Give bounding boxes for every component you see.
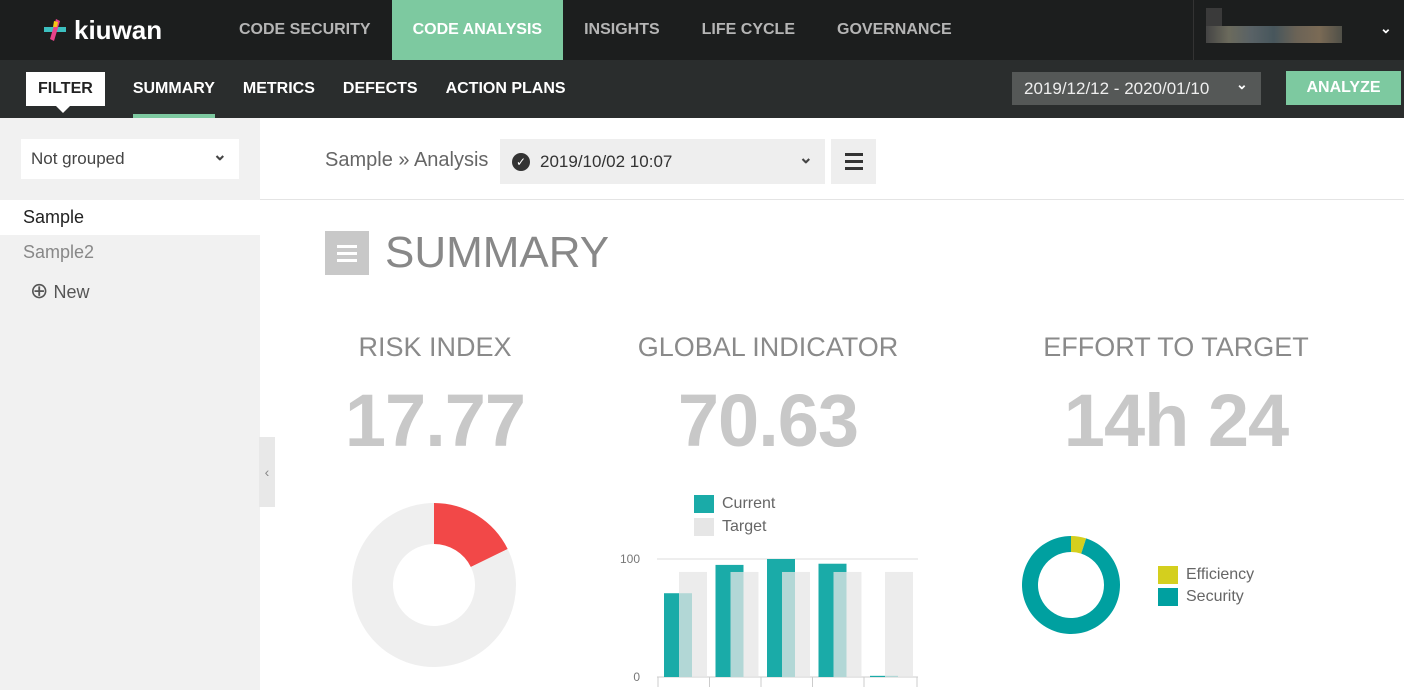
- subnav-tab-action-plans[interactable]: ACTION PLANS: [445, 80, 566, 97]
- chevron-down-icon: ⌄: [1380, 20, 1392, 36]
- legend-swatch: [1158, 566, 1178, 584]
- y-tick-label: 100: [620, 552, 640, 566]
- legend-swatch: [694, 495, 714, 513]
- risk-index-title: RISK INDEX: [358, 332, 512, 362]
- grouping-value: Not grouped: [31, 149, 125, 168]
- legend-swatch: [1158, 588, 1178, 606]
- page-title: SUMMARY: [385, 228, 610, 277]
- donut-slice: [352, 503, 516, 667]
- nav-tab-life-cycle[interactable]: LIFE CYCLE: [701, 21, 795, 38]
- donut-slice: [434, 503, 508, 568]
- donut-slice-efficiency: [1071, 536, 1087, 554]
- menu-button[interactable]: [831, 139, 876, 184]
- analysis-select-value: 2019/10/02 10:07: [540, 152, 673, 171]
- kiuwan-logo-icon: [44, 19, 66, 41]
- bar-target: [679, 571, 707, 677]
- effort-to-target-title: EFFORT TO TARGET: [1043, 332, 1309, 362]
- chevron-down-icon: ⌄: [212, 145, 227, 164]
- legend-security: Security: [1158, 588, 1244, 606]
- top-bar: kiuwan CODE SECURITY CODE ANALYSIS INSIGHT…: [0, 0, 1404, 60]
- check-circle-icon: ✓: [512, 153, 530, 171]
- bar-target: [833, 571, 862, 677]
- bar-current: [870, 675, 898, 677]
- chevron-down-icon: ⌄: [1236, 76, 1248, 92]
- nav-tab-insights[interactable]: INSIGHTS: [584, 21, 660, 38]
- user-name-blurred: [1206, 26, 1342, 43]
- global-indicator-value: 70.63: [677, 379, 859, 462]
- hamburger-icon: [845, 153, 863, 170]
- legend-efficiency: Efficiency: [1158, 566, 1254, 584]
- subnav-tab-defects[interactable]: DEFECTS: [342, 80, 418, 97]
- filter-button[interactable]: FILTER: [26, 72, 105, 113]
- effort-to-target-value: 14h 24: [1063, 379, 1289, 462]
- legend-current: Current: [694, 495, 775, 513]
- global-indicator-title: GLOBAL INDICATOR: [637, 332, 899, 362]
- donut-slice-security: [1022, 536, 1120, 634]
- legend-label: Efficiency: [1186, 566, 1255, 583]
- legend-label: Current: [722, 495, 776, 512]
- grouping-select[interactable]: Not grouped ⌄: [21, 139, 239, 179]
- legend-label: Security: [1186, 588, 1244, 605]
- sidebar-item-sample[interactable]: Sample: [0, 200, 260, 235]
- date-range-select[interactable]: 2019/12/12 - 2020/01/10 ⌄: [1012, 72, 1261, 105]
- legend-label: Target: [722, 518, 767, 535]
- analyze-button[interactable]: ANALYZE: [1286, 71, 1401, 105]
- divider: [260, 199, 1404, 200]
- chevron-left-icon: ‹: [264, 464, 270, 480]
- risk-index-value: 17.77: [344, 379, 526, 462]
- date-range-value: 2019/12/12 - 2020/01/10: [1024, 79, 1210, 98]
- bar-target: [730, 571, 759, 677]
- breadcrumb: Sample » Analysis: [325, 149, 489, 171]
- new-app-button[interactable]: ⊕ New: [0, 273, 260, 308]
- collapse-sidebar-button[interactable]: ‹: [259, 437, 275, 507]
- bar-target: [782, 571, 810, 677]
- subnav-tab-summary[interactable]: SUMMARY: [132, 60, 215, 118]
- nav-tab-code-security[interactable]: CODE SECURITY: [239, 21, 371, 38]
- effort-donut-chart: [1022, 536, 1120, 634]
- risk-donut-chart: [352, 503, 516, 667]
- brand-name: kiuwan: [74, 14, 163, 45]
- analysis-select[interactable]: ✓ 2019/10/02 10:07 ⌄: [500, 139, 825, 184]
- y-tick-label: 0: [633, 670, 640, 684]
- chevron-down-icon: ⌄: [798, 148, 813, 167]
- legend-swatch: [694, 518, 714, 536]
- summary-icon: [325, 231, 369, 275]
- bar-target: [885, 571, 913, 677]
- nav-tab-code-analysis[interactable]: CODE ANALYSIS: [391, 0, 564, 60]
- sidebar: Not grouped ⌄ Sample Sample2 ⊕ New: [0, 118, 260, 690]
- new-label: New: [53, 282, 90, 302]
- sidebar-item-sample2[interactable]: Sample2: [23, 242, 95, 262]
- subnav-tab-metrics[interactable]: METRICS: [242, 80, 315, 97]
- plus-circle-icon: ⊕: [30, 278, 49, 303]
- nav-tab-governance[interactable]: GOVERNANCE: [837, 21, 952, 38]
- global-indicator-bar-chart: 100 0: [620, 552, 918, 687]
- legend-target: Target: [694, 518, 766, 536]
- kiuwan-logo[interactable]: kiuwan: [42, 15, 218, 46]
- user-menu[interactable]: ⌄: [1193, 0, 1404, 60]
